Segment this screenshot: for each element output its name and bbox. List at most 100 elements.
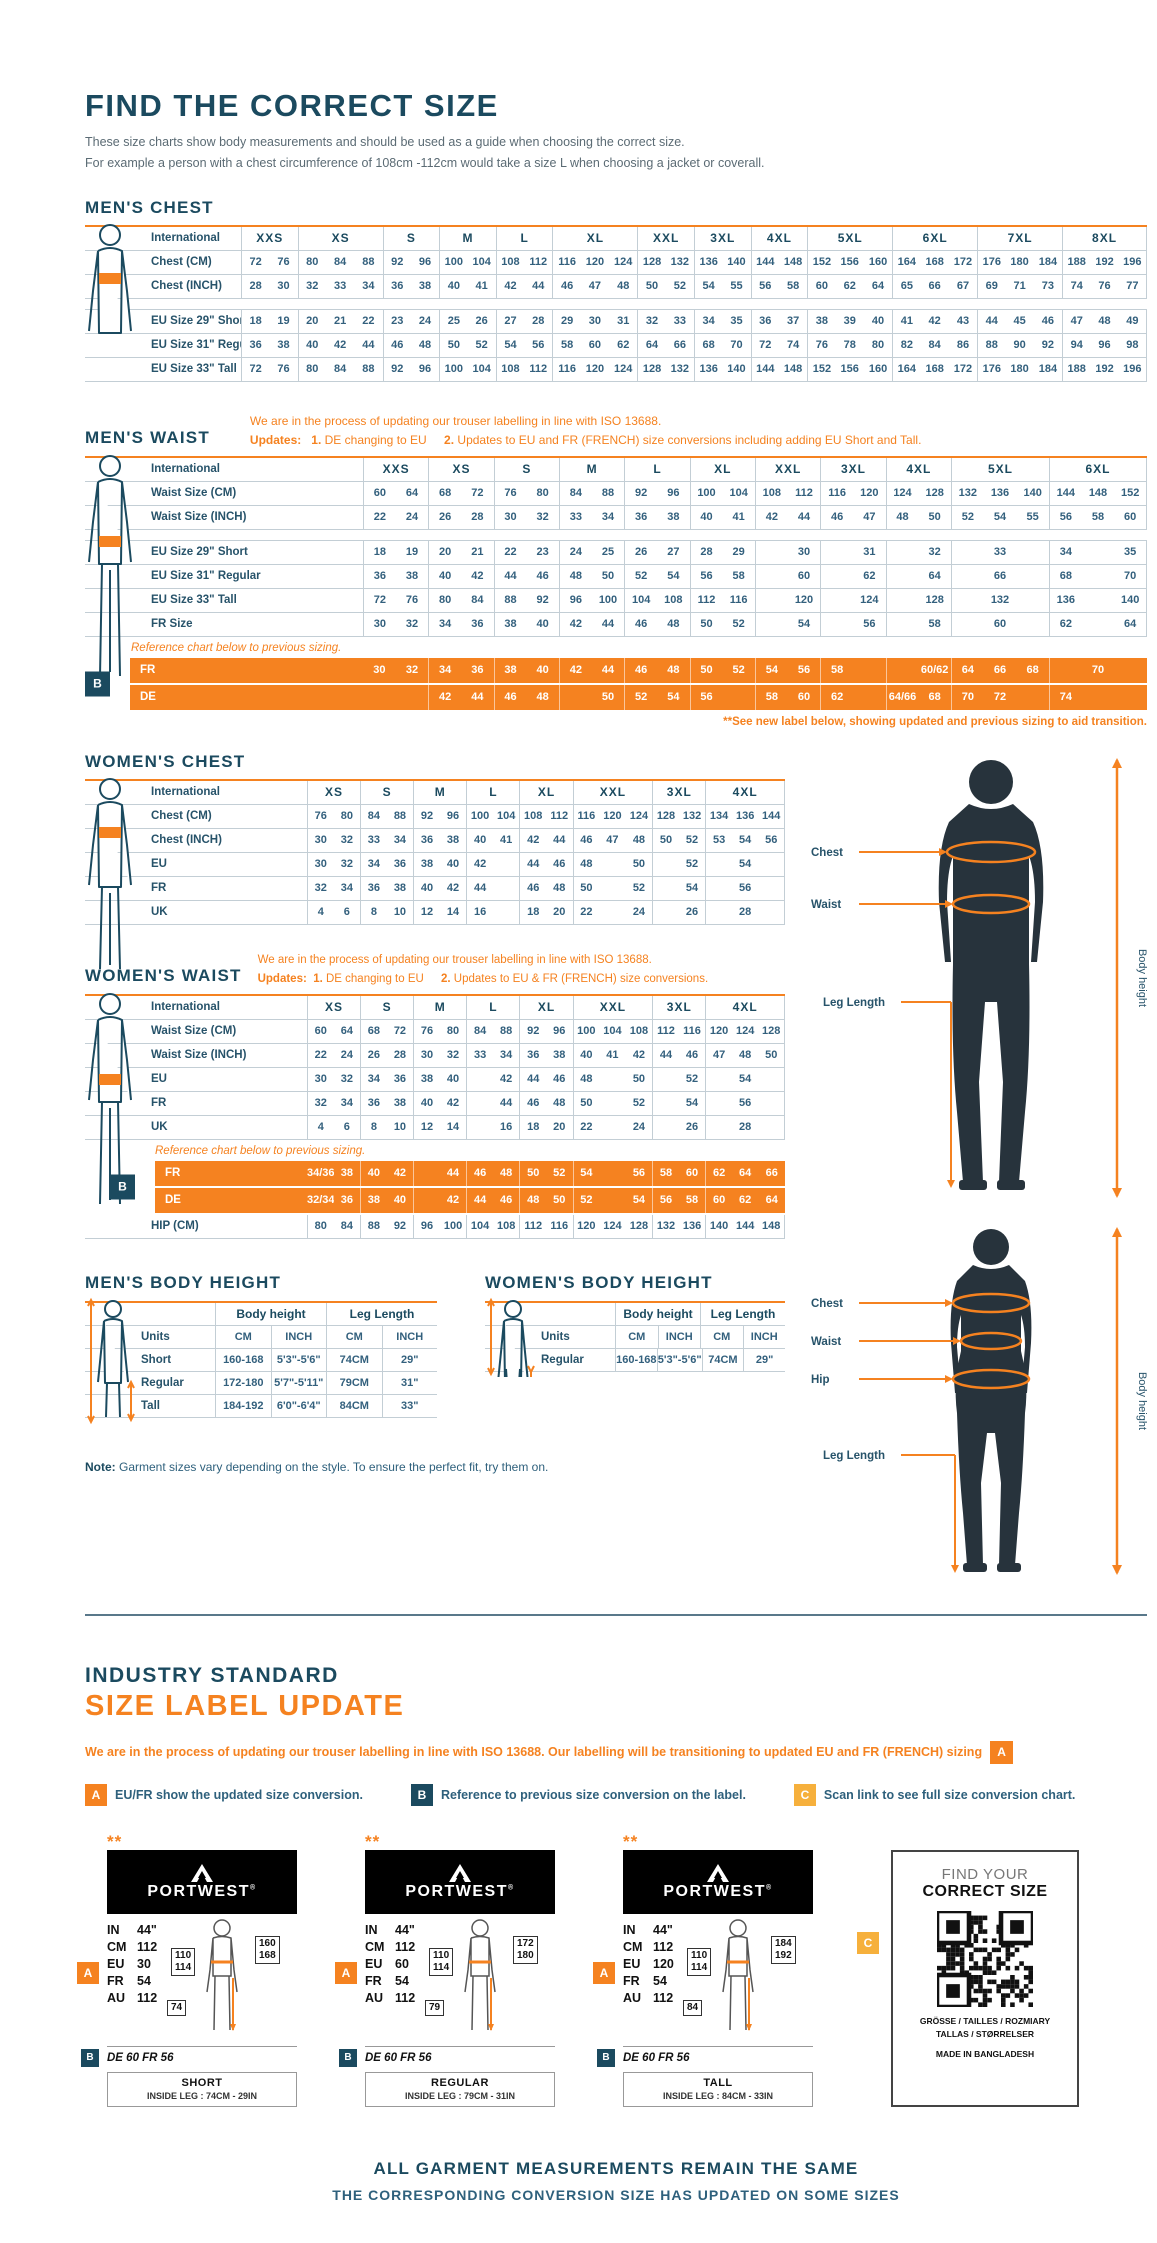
size-cell: 31	[609, 310, 638, 334]
previous-size-cell: 46	[500, 1193, 513, 1206]
badge-b: B	[81, 2048, 99, 2067]
size-cell: 148	[778, 358, 808, 382]
size-cell: 56	[731, 877, 759, 902]
previous-size-cell: 48	[667, 664, 680, 677]
previous-size-cell: 60/62	[920, 664, 949, 677]
qr-code	[934, 1908, 1036, 2010]
size-cell: 50	[758, 1043, 785, 1068]
size-cell: 116	[545, 1215, 573, 1239]
size-cell: 56	[1049, 506, 1082, 531]
previous-size-cell	[413, 1187, 440, 1213]
size-group-header: 3XL	[652, 781, 706, 806]
size-group-header: 5XL	[807, 226, 893, 251]
legend-text: Scan link to see full size conversion ch…	[823, 1788, 1076, 1803]
label-size-row: AU 112	[623, 1990, 697, 2007]
size-cell: 100	[689, 482, 723, 507]
mens-waist-table: International XXS XS S M L XL XXL 3XL 4XL 5XL 6XL Wa…	[85, 455, 1147, 677]
size-cell: 18	[519, 1115, 546, 1140]
size-cell: 80	[297, 250, 326, 275]
size-cell: 116	[572, 805, 600, 830]
size-cell: 46	[526, 565, 559, 590]
size-cell	[885, 541, 919, 566]
size-cell: 44	[466, 877, 493, 902]
previous-size-cell	[1082, 685, 1115, 710]
size-cell: 96	[439, 805, 467, 830]
womens-hip-row: HIP (CM) 80 84 88 92 96 100 104 108 112 116 120 124 1…	[85, 1214, 785, 1239]
row-label: EU Size 33" Tall	[145, 589, 363, 614]
size-group-header: XXS	[241, 226, 298, 251]
size-value: 44"	[395, 1923, 415, 1938]
label-size-row: AU 112	[365, 1990, 439, 2007]
size-cell: 100	[439, 357, 468, 382]
bh-cell: 6'0"-6'4"	[270, 1394, 326, 1418]
table-row: Waist Size (INCH) 22 24 26 28 30 32 33 34 36 38 40 4…	[85, 1043, 785, 1068]
previous-size-cell: 58	[820, 658, 853, 684]
table-row: EU Size 33" Tall 72 76 80 84 88 92 96 100 104 108 1…	[85, 589, 1147, 614]
size-cell: 84	[920, 334, 949, 358]
gap-row	[85, 299, 1147, 310]
size-cell	[466, 1067, 493, 1092]
size-cell: 20	[428, 541, 461, 566]
size-cell: 100	[439, 1215, 467, 1239]
previous-sizing-label: FR	[140, 664, 156, 677]
size-cell	[599, 901, 626, 926]
size-cell: 42	[920, 310, 949, 334]
previous-size-cell: 56	[652, 1187, 679, 1213]
size-cell: 25	[591, 541, 625, 566]
bh-cell: 184-192	[215, 1394, 271, 1418]
size-cell: 136	[694, 357, 723, 382]
figure-spacer	[85, 1116, 145, 1140]
size-cell: 96	[559, 589, 592, 614]
size-cell: 72	[363, 589, 396, 614]
womens-waist-heading: WOMEN'S WAIST	[85, 965, 242, 985]
size-cell: 41	[467, 275, 496, 299]
size-cell: 48	[625, 829, 653, 854]
size-cell: 112	[689, 589, 723, 614]
size-group-header: 5XL	[951, 458, 1049, 483]
size-cell	[820, 565, 853, 590]
size-cell: 48	[609, 275, 638, 299]
previous-size-cell: 40	[360, 1160, 387, 1186]
previous-size-reference: B DE 60 FR 56	[339, 2046, 555, 2068]
size-cell: 36	[461, 613, 494, 638]
size-cell: 71	[1005, 275, 1034, 299]
size-label-card: ** PORTWEST® IN 44" CM 112 EU 60 FR 54 AU 112 110 114…	[335, 1832, 555, 2108]
size-cell: 23	[526, 541, 559, 566]
size-cell: 50	[572, 877, 600, 902]
size-cell: 21	[325, 310, 355, 334]
bh-cell: 5'7"-5'11"	[270, 1371, 326, 1395]
size-cell: 6	[333, 901, 361, 926]
size-group-header: XXL	[637, 226, 694, 251]
previous-size-cell	[363, 685, 396, 710]
size-key: EU	[623, 1957, 641, 1972]
size-group-header: 7XL	[977, 226, 1063, 251]
size-cell: 40	[466, 829, 493, 854]
size-group-header: L	[624, 458, 690, 483]
svg-text:Waist: Waist	[811, 899, 841, 911]
previous-size-cell: 50	[519, 1160, 546, 1186]
size-cell	[1016, 541, 1049, 566]
bh-unit-cell: INCH	[270, 1325, 326, 1349]
previous-size-cell: 62	[705, 1160, 732, 1186]
previous-size-cell	[1114, 685, 1147, 710]
size-cell: 88	[977, 333, 1006, 358]
size-cell: 96	[545, 1020, 573, 1044]
previous-size-cell: 52	[553, 1166, 566, 1179]
size-cell: 38	[410, 275, 440, 299]
bh-group-header: Leg Length	[700, 1302, 785, 1326]
size-cell	[705, 853, 732, 878]
size-cell: 34	[492, 1044, 520, 1068]
previous-size-cell: 50	[553, 1193, 566, 1206]
svg-text:Body height: Body height	[1136, 949, 1148, 1007]
size-key: CM	[623, 1940, 643, 1955]
size-cell: 144	[750, 250, 779, 275]
size-cell: 44	[519, 1067, 546, 1092]
bh-data-row: Regular 172-180 5'7"-5'11" 79CM 31"	[85, 1371, 437, 1395]
size-cell: 108	[625, 1020, 653, 1044]
size-cell: 80	[863, 334, 893, 358]
size-cell: 34	[360, 1067, 387, 1092]
table-row: Waist Size (INCH) 22 24 26 28 30 32 33 34 36 38 40 4…	[85, 506, 1147, 531]
size-cell: 32	[637, 309, 666, 334]
size-value: 54	[395, 1974, 409, 1989]
womens-chest-section: WOMEN'S CHEST International XS S M L XL XXL 3XL…	[85, 752, 785, 970]
